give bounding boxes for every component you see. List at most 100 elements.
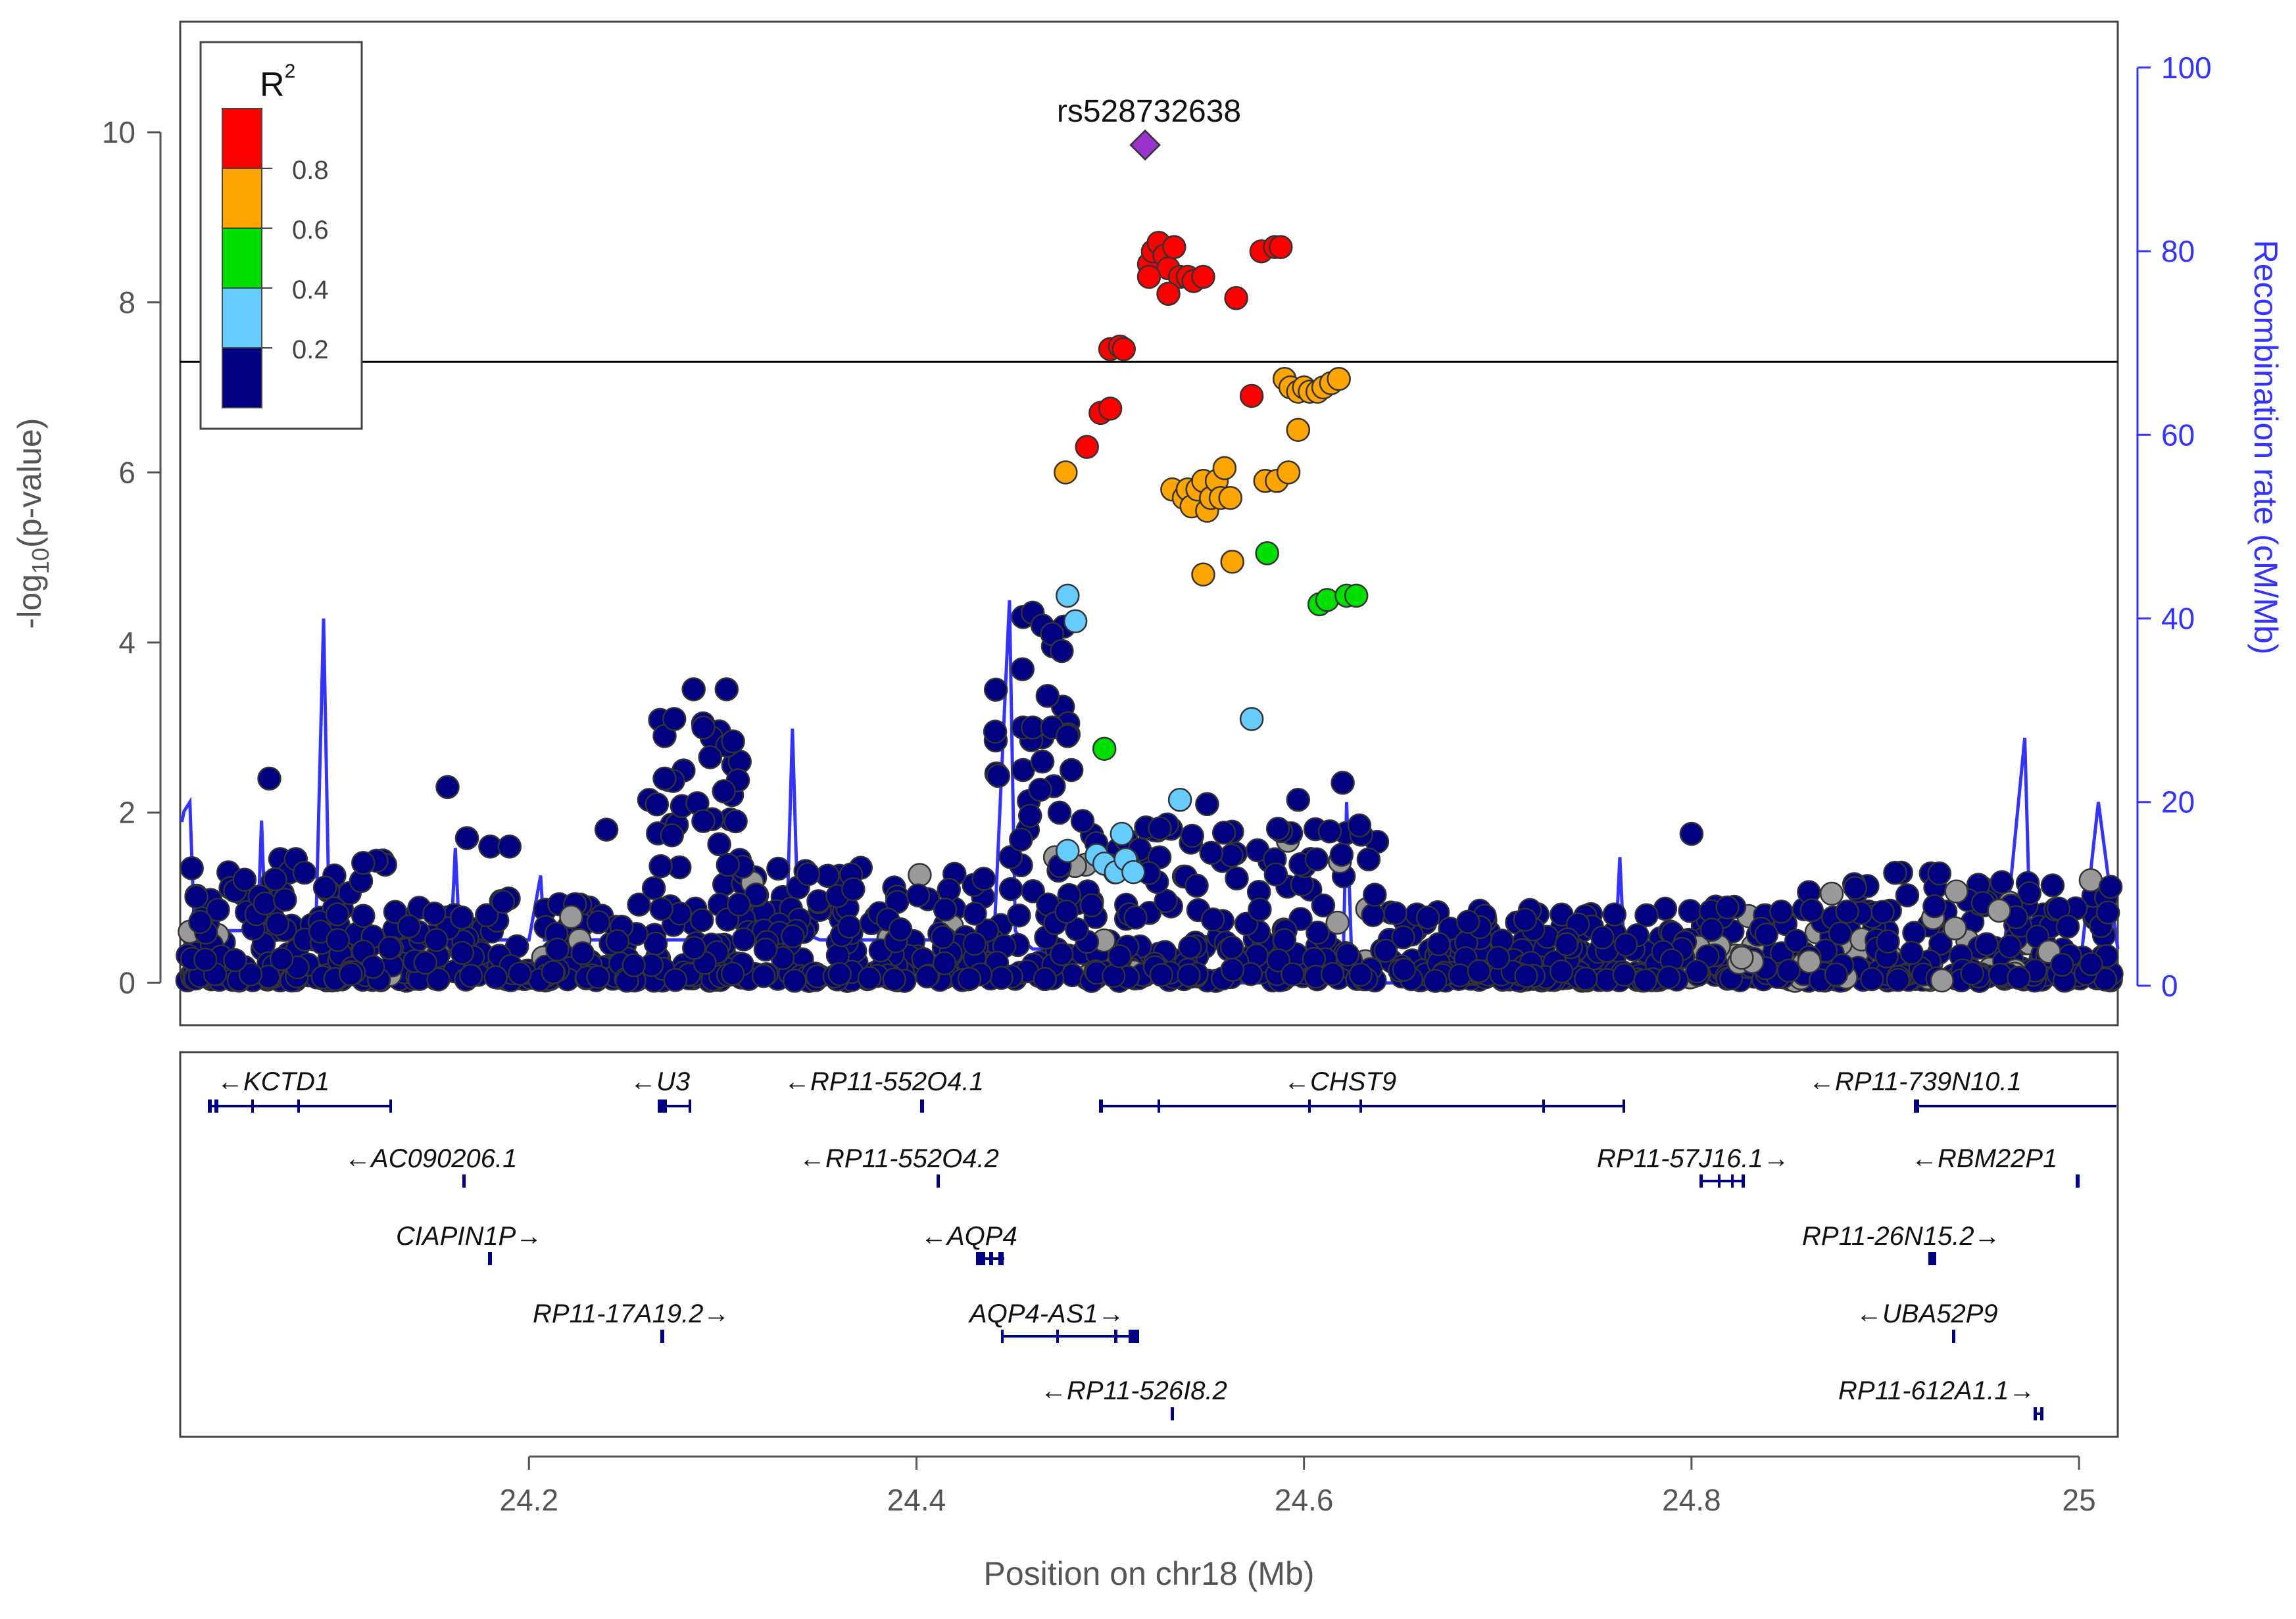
snp-point-series-2 [1092, 737, 1117, 761]
snp-point-series-1 [1054, 460, 1078, 485]
snp-point-low-ld [1123, 906, 1148, 930]
snp-point-na [1797, 950, 1822, 974]
snp-point-low-ld [397, 914, 422, 939]
snp-point-low-ld [796, 861, 821, 886]
gene-label-u3: ←U3 [630, 1067, 690, 1096]
gene-kctd1: ←KCTD1 [208, 1067, 392, 1113]
snp-point-low-ld [1590, 925, 1615, 950]
snp-point-low-ld [426, 967, 451, 992]
snp-point-low-ld [1220, 957, 1245, 982]
snp-point-low-ld [1010, 657, 1035, 681]
legend-label-02: 0.2 [292, 335, 329, 364]
snp-point-low-ld [223, 948, 247, 973]
snp-point-low-ld [1634, 903, 1659, 927]
snp-point-low-ld [1219, 843, 1244, 868]
gene-label-rp11-57j16-1: RP11-57J16.1→ [1597, 1144, 1790, 1173]
snp-point-low-ld [1017, 804, 1042, 828]
y2-axis-title: Recombination rate (cM/Mb) [2247, 240, 2284, 655]
gene-rp11-17a19-2: RP11-17A19.2→ [533, 1299, 729, 1343]
gene-rp11-57j16-1: RP11-57J16.1→ [1597, 1144, 1790, 1188]
snp-point-series-0 [1111, 337, 1136, 362]
snp-point-series-3 [1239, 707, 1264, 731]
snp-point-low-ld [998, 845, 1023, 869]
snp-point-low-ld [627, 892, 651, 917]
snp-point-low-ld [1679, 821, 1704, 846]
snp-point-low-ld [1883, 861, 1907, 885]
snp-point-low-ld [698, 745, 723, 769]
snp-point-low-ld [1415, 906, 1440, 930]
y-tick-label: 2 [118, 796, 135, 830]
snp-point-low-ld [1079, 893, 1104, 918]
snp-point-low-ld [1272, 928, 1297, 952]
snp-point-na [1730, 946, 1754, 970]
snp-point-low-ld [1902, 921, 1926, 945]
gene-rp11-612a1-1: RP11-612A1.1→ [1838, 1376, 2043, 1420]
snp-point-low-ld [1101, 963, 1126, 988]
snp-point-series-3 [1110, 821, 1135, 846]
snp-point-low-ld [1331, 771, 1355, 795]
snp-point-na [559, 905, 583, 929]
snp-point-low-ld [766, 856, 791, 881]
snp-point-low-ld [450, 940, 474, 965]
snp-point-low-ld [1363, 882, 1387, 907]
snp-point-low-ld [1266, 948, 1290, 973]
snp-point-low-ld [1715, 895, 1740, 920]
snp-point-low-ld [931, 925, 955, 950]
snp-point-low-ld [1200, 907, 1225, 932]
snp-point-low-ld [1678, 899, 1702, 923]
gene-rp11-739n10-1: ←RP11-739N10.1 [1809, 1067, 2116, 1113]
snp-point-low-ld [1899, 940, 1924, 965]
snp-point-low-ld [1320, 961, 1345, 986]
snp-point-low-ld [1784, 929, 1809, 954]
snp-point-low-ld [882, 967, 906, 992]
snp-point-low-ld [1177, 963, 1201, 988]
snp-point-low-ld [1997, 934, 2022, 959]
gene-label-uba52p9: ←UBA52P9 [1856, 1299, 1998, 1328]
snp-point-low-ld [622, 953, 646, 978]
snp-point-series-1 [1276, 460, 1301, 485]
snp-point-series-0 [1098, 397, 1123, 421]
gene-rp11-26n15-2: RP11-26N15.2→ [1802, 1222, 2001, 1265]
gene-label-chst9: ←CHST9 [1284, 1067, 1396, 1096]
snp-point-low-ld [383, 900, 408, 925]
snp-point-low-ld [1835, 899, 1859, 924]
snp-point-low-ld [378, 936, 402, 960]
snp-point-low-ld [424, 928, 449, 952]
snp-point-low-ld [1612, 962, 1637, 987]
snp-point-low-ld [2095, 900, 2120, 925]
snp-point-low-ld [257, 766, 281, 791]
background-snps-layer [175, 600, 2124, 993]
gene-label-rbm22p1: ←RBM22P1 [1911, 1144, 2057, 1173]
snp-point-low-ld [837, 914, 862, 939]
legend-label-04: 0.4 [292, 276, 329, 304]
legend-swatch-r2-02 [222, 287, 262, 349]
gene-label-ciapin1p: CIAPIN1P→ [396, 1222, 542, 1251]
x-tick-label: 24.2 [500, 1483, 559, 1517]
snp-point-low-ld [2017, 881, 2041, 906]
snp-point-low-ld [1348, 962, 1373, 987]
snp-point-low-ld [1049, 942, 1074, 967]
snp-point-low-ld [206, 898, 230, 922]
snp-point-low-ld [325, 902, 350, 927]
r2-legend: R2 0.8 0.6 0.4 0.2 [199, 41, 363, 430]
snp-point-na [1944, 879, 1968, 904]
legend-title-sup: 2 [285, 60, 296, 82]
snp-point-low-ld [1927, 861, 1952, 886]
snp-point-na [1943, 916, 1967, 941]
snp-point-low-ld [782, 969, 807, 993]
snp-point-low-ld [1886, 967, 1911, 992]
snp-point-series-0 [1075, 435, 1099, 459]
snp-point-low-ld [1859, 967, 1884, 992]
snp-point-low-ld [689, 907, 714, 932]
snp-point-low-ld [1263, 862, 1288, 886]
snp-point-low-ld [1392, 957, 1417, 982]
snp-point-low-ld [1178, 935, 1202, 959]
y2-tick-label: 20 [2161, 785, 2195, 819]
snp-point-low-ld [1699, 917, 1724, 942]
snp-point-low-ld [2055, 914, 2080, 939]
snp-point-low-ld [1373, 938, 1398, 963]
snp-point-low-ld [962, 931, 987, 956]
snp-point-low-ld [1843, 875, 1868, 900]
